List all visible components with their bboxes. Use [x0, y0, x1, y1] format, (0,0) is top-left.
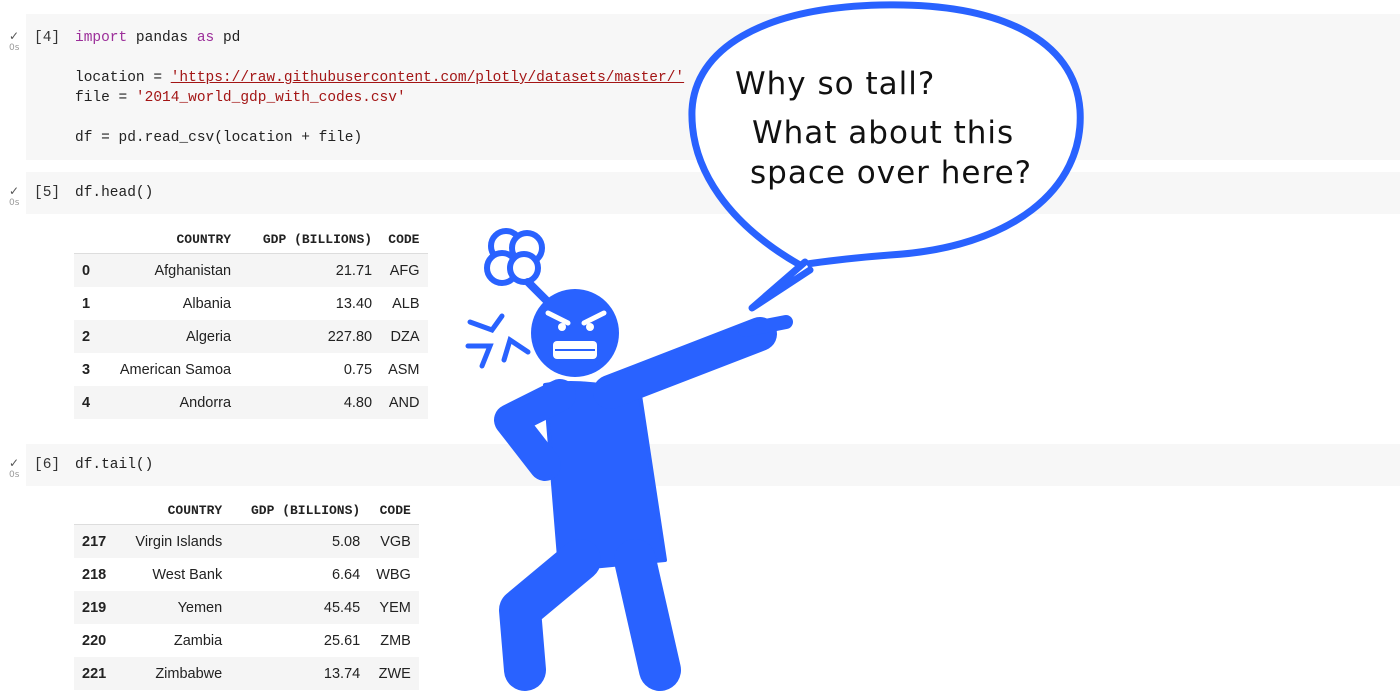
dataframe-tail-output: COUNTRY GDP (BILLIONS) CODE 217 Virgin I… [74, 496, 419, 690]
gdp-cell: 21.71 [239, 253, 381, 287]
speech-line-2: What about this [752, 115, 1015, 151]
anger-mark-icon [465, 313, 531, 369]
code-cell: VGB [368, 524, 419, 558]
table-row: 218 West Bank 6.64 WBG [74, 558, 419, 591]
gdp-cell: 227.80 [239, 320, 381, 353]
row-index: 4 [74, 386, 99, 419]
row-index: 1 [82, 295, 91, 312]
country-cell: American Samoa [119, 361, 232, 378]
table-row: 0 Afghanistan 21.71 AFG [74, 253, 428, 287]
column-header-gdp: GDP (BILLIONS) [239, 225, 381, 254]
run-time: 0s [9, 198, 20, 208]
code-text[interactable]: df.head() [75, 185, 154, 201]
gdp-cell: 0.75 [343, 361, 373, 378]
row-index: 0 [74, 253, 99, 287]
table-row: 221 Zimbabwe 13.74 ZWE [74, 657, 419, 690]
country-cell: Yemen [114, 591, 231, 624]
speech-line-3: space over here? [750, 155, 1033, 191]
table-row: 220 Zambia 25.61 ZMB [74, 624, 419, 657]
row-index: 217 [74, 524, 115, 558]
gdp-cell: 13.40 [335, 295, 373, 312]
row-index: 218 [82, 566, 107, 583]
country-cell: Zambia [173, 632, 223, 649]
row-index: 220 [82, 632, 107, 649]
gdp-cell: 13.74 [230, 657, 369, 690]
table-row: 4 Andorra 4.80 AND [74, 386, 428, 419]
speech-bubble [688, 1, 1084, 269]
code-cell: ZMB [380, 632, 411, 649]
country-cell: West Bank [152, 566, 223, 583]
column-header-country: COUNTRY [114, 496, 231, 525]
row-index: 2 [74, 320, 99, 353]
code-cell: ASM [388, 361, 420, 378]
column-header-index [74, 496, 115, 525]
column-header-country: COUNTRY [98, 225, 240, 254]
country-cell: Zimbabwe [114, 657, 231, 690]
code-cell: DZA [380, 320, 428, 353]
run-status-check-icon[interactable]: ✓ [9, 29, 20, 43]
table-row: 3 American Samoa 0.75 ASM [74, 353, 428, 386]
code-cell: ZWE [368, 657, 419, 690]
code-text[interactable]: df.tail() [75, 457, 154, 473]
run-time: 0s [9, 470, 20, 480]
execution-count: [4] [34, 30, 61, 46]
code-cell-6[interactable]: ✓ 0s [6] df.tail() [0, 444, 1400, 486]
code-cell: YEM [368, 591, 419, 624]
execution-count: [5] [34, 185, 61, 201]
pointing-figure [494, 315, 793, 691]
gdp-cell: 4.80 [239, 386, 381, 419]
speech-bubble-tail [748, 258, 814, 312]
dataframe-head-output: COUNTRY GDP (BILLIONS) CODE 0 Afghanista… [74, 225, 428, 419]
row-index: 221 [74, 657, 115, 690]
code-cell: AFG [380, 253, 428, 287]
country-cell: Andorra [98, 386, 240, 419]
column-header-index [74, 225, 99, 254]
country-cell: Virgin Islands [114, 524, 231, 558]
steam-puff-icon [484, 228, 545, 286]
country-cell: Afghanistan [98, 253, 240, 287]
code-cell: AND [380, 386, 428, 419]
column-header-gdp: GDP (BILLIONS) [230, 496, 369, 525]
code-text[interactable]: import pandas as pd location = 'https://… [75, 30, 685, 146]
table-header-row: COUNTRY GDP (BILLIONS) CODE [74, 225, 428, 254]
code-cell-6-editor[interactable] [26, 444, 1400, 486]
row-index: 3 [82, 361, 91, 378]
row-index: 219 [74, 591, 115, 624]
gdp-cell: 45.45 [230, 591, 369, 624]
column-header-code: CODE [368, 496, 419, 525]
speech-line-1: Why so tall? [735, 66, 936, 102]
table-row: 2 Algeria 227.80 DZA [74, 320, 428, 353]
execution-count: [6] [34, 457, 61, 473]
run-time: 0s [9, 43, 20, 53]
code-cell: WBG [376, 566, 411, 583]
table-row: 1 Albania 13.40 ALB [74, 287, 428, 320]
run-status-check-icon[interactable]: ✓ [9, 184, 20, 198]
table-row: 219 Yemen 45.45 YEM [74, 591, 419, 624]
table-header-row: COUNTRY GDP (BILLIONS) CODE [74, 496, 419, 525]
steam-puff-trail [524, 278, 550, 304]
column-header-code: CODE [380, 225, 428, 254]
run-status-check-icon[interactable]: ✓ [9, 456, 20, 470]
country-cell: Algeria [98, 320, 240, 353]
table-row: 217 Virgin Islands 5.08 VGB [74, 524, 419, 558]
code-cell: ALB [392, 295, 420, 312]
gdp-cell: 5.08 [230, 524, 369, 558]
gdp-cell: 25.61 [323, 632, 361, 649]
country-cell: Albania [182, 295, 232, 312]
angry-face-icon [531, 289, 619, 377]
gdp-cell: 6.64 [331, 566, 361, 583]
